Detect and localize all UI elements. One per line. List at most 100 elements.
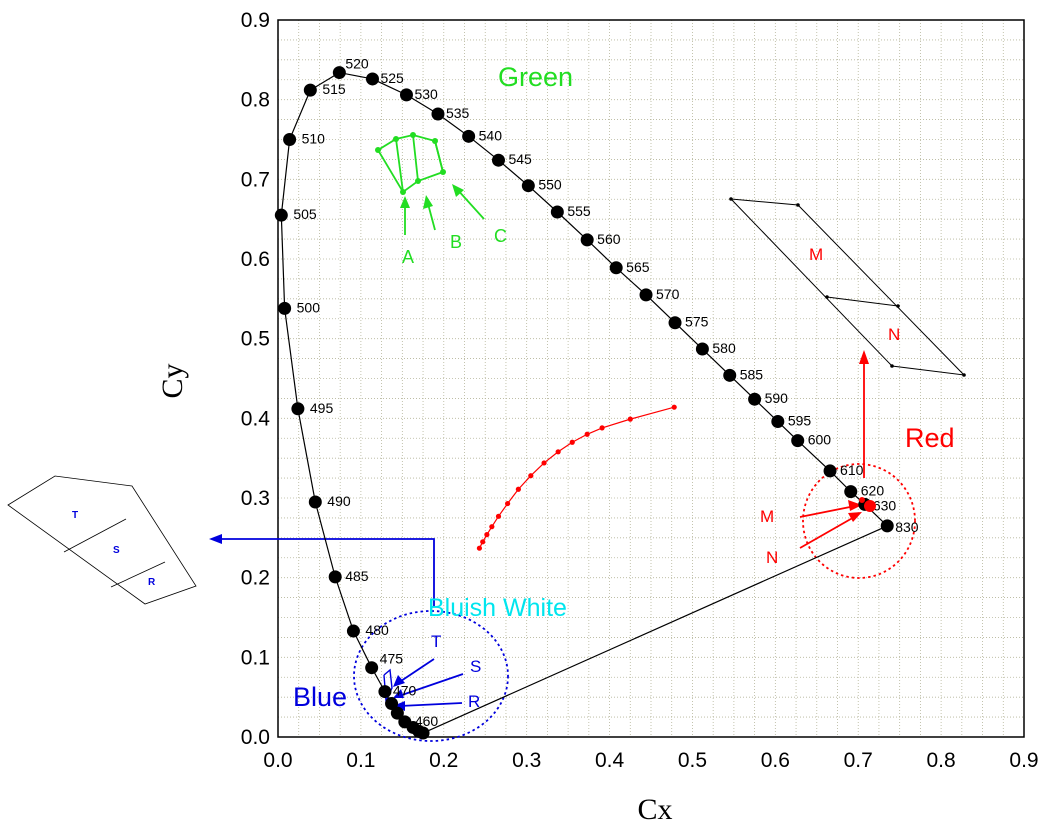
red-curve-point <box>555 449 561 455</box>
red-arrow-m <box>799 505 856 518</box>
locus-point <box>844 485 858 499</box>
x-tick-label: 0.7 <box>844 749 873 772</box>
y-tick-label: 0.8 <box>241 89 270 112</box>
x-tick-label: 0.6 <box>761 749 790 772</box>
inset-letter-r: R <box>148 577 156 588</box>
blue-dotted-circle <box>353 610 509 742</box>
green-sample-divider-3 <box>434 140 444 173</box>
red-curve-point <box>480 539 486 545</box>
red-curve-series <box>476 404 876 551</box>
locus-point <box>308 495 322 509</box>
wavelength-label: 560 <box>597 231 621 247</box>
y-tick-label: 0.7 <box>241 168 270 191</box>
green-arrow-c <box>455 187 485 220</box>
grid-lines <box>278 20 1024 737</box>
spectral-locus-points <box>274 66 894 740</box>
green-letter-b: B <box>450 232 462 252</box>
locus-point <box>385 697 399 711</box>
red-curve-point <box>528 473 534 479</box>
red-curve-point <box>584 431 590 437</box>
blue-arrow-s <box>398 673 464 697</box>
inset-quad-outline <box>7 475 197 605</box>
wavelength-label: 610 <box>840 462 864 478</box>
locus-point <box>390 706 404 720</box>
locus-point <box>609 261 623 275</box>
red-cluster-point <box>864 500 876 512</box>
plot-frame <box>277 19 1025 738</box>
blue-letter-r: R <box>468 692 480 711</box>
y-tick-label: 0.6 <box>241 248 270 271</box>
green-letter-c: C <box>494 226 507 246</box>
y-tick-label: 0.9 <box>241 9 270 32</box>
locus-point <box>462 129 476 143</box>
y-tick-label: 0.2 <box>241 567 270 590</box>
quad-letter-n: N <box>888 325 900 344</box>
green-sample-divider-1 <box>395 138 404 193</box>
x-tick-label: 0.5 <box>678 749 707 772</box>
locus-point <box>521 179 535 193</box>
red-curve-point <box>515 486 521 492</box>
locus-point <box>303 83 317 97</box>
x-axis-title: Cx <box>637 793 672 826</box>
wavelength-label: 595 <box>788 413 812 429</box>
mn-quad-outline <box>730 198 966 376</box>
locus-point <box>399 88 413 102</box>
wavelength-label: 495 <box>310 400 334 416</box>
mn-quad-divider <box>826 296 899 307</box>
wavelength-label: 545 <box>508 151 532 167</box>
wavelength-label: 620 <box>861 483 885 499</box>
wavelength-label: 540 <box>479 127 503 143</box>
red-curve-point <box>484 532 490 538</box>
locus-point <box>668 316 682 330</box>
red-label: Red <box>905 423 955 453</box>
red-letter-m: M <box>760 507 774 526</box>
red-dotted-circle <box>802 463 916 579</box>
locus-point <box>346 624 360 638</box>
y-tick-label: 0.3 <box>241 487 270 510</box>
blue-letter-s: S <box>470 657 481 676</box>
wavelength-label: 570 <box>656 286 680 302</box>
locus-point <box>639 288 653 302</box>
locus-point <box>365 661 379 675</box>
red-curve-point <box>541 460 547 466</box>
wavelength-label: 535 <box>446 105 470 121</box>
inset-letter-t: T <box>72 510 78 521</box>
locus-point <box>550 205 564 219</box>
wavelength-label: 575 <box>685 314 709 330</box>
wavelength-label: 475 <box>380 651 404 667</box>
wavelength-label: 830 <box>895 519 919 535</box>
locus-point <box>695 342 709 356</box>
y-tick-label: 0.1 <box>241 646 270 669</box>
locus-point <box>398 715 412 729</box>
red-curve-point <box>489 524 495 530</box>
inset-divider-2 <box>110 561 166 588</box>
locus-point <box>431 107 445 121</box>
red-curve-point <box>505 500 511 507</box>
x-tick-label: 0.8 <box>927 749 956 772</box>
mn-quad-group <box>729 197 966 377</box>
inset-letter-s: S <box>113 545 120 556</box>
x-tick-label: 0.9 <box>1009 749 1038 772</box>
locus-point <box>378 685 392 699</box>
wavelength-label: 480 <box>365 622 389 638</box>
wavelength-labels: 460 470 475 480 485 490 495 500 505 510 515 520 525 5… <box>293 56 918 729</box>
wavelength-label: 520 <box>345 56 369 72</box>
wavelength-label: 485 <box>345 568 369 584</box>
wavelength-label: 505 <box>293 206 317 222</box>
wavelength-label: 580 <box>712 340 736 356</box>
wavelength-label: 555 <box>567 203 591 219</box>
y-tick-label: 0.5 <box>241 328 270 351</box>
locus-point <box>274 208 288 222</box>
red-curve-point <box>569 439 575 445</box>
wavelength-label: 470 <box>393 683 417 699</box>
red-curve-point <box>495 513 502 519</box>
wavelength-label: 630 <box>873 497 897 513</box>
wavelength-label: 525 <box>380 70 404 86</box>
red-curve-point <box>476 545 483 551</box>
locus-point <box>283 133 297 146</box>
x-tick-label: 0.3 <box>512 749 541 772</box>
wavelength-label: 515 <box>322 81 346 97</box>
locus-point <box>791 434 805 448</box>
wavelength-label: 500 <box>297 299 321 315</box>
